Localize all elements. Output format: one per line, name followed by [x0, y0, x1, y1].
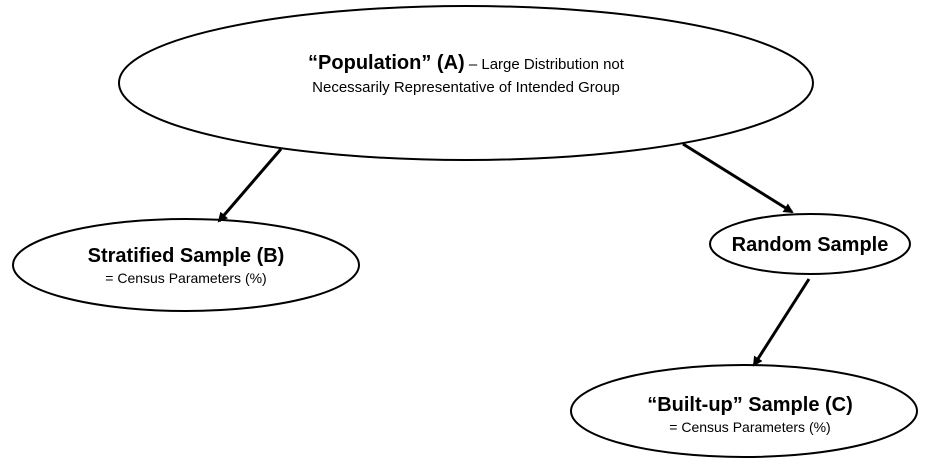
stratified-ellipse: [12, 218, 360, 312]
population-title: “Population” (A): [308, 52, 465, 74]
arrow-random-to-builtup: [752, 278, 811, 367]
population-desc-line1: – Large Distribution not: [464, 56, 624, 73]
population-ellipse: [118, 5, 814, 161]
random-ellipse: [709, 213, 911, 275]
random-label: Random Sample: [710, 232, 910, 258]
arrow-population-to-random: [682, 142, 794, 214]
arrow-population-to-stratified: [217, 148, 283, 223]
builtup-label: “Built-up” Sample (C) = Census Parameter…: [600, 392, 900, 436]
builtup-title: “Built-up” Sample (C): [647, 394, 853, 416]
stratified-title: Stratified Sample (B): [87, 245, 285, 267]
population-desc-line2: Necessarily Representative of Intended G…: [312, 79, 620, 96]
builtup-ellipse: [570, 364, 918, 458]
builtup-sub: = Census Parameters (%): [669, 419, 831, 435]
random-title: Random Sample: [731, 234, 889, 256]
population-label: “Population” (A) – Large Distribution no…: [200, 50, 732, 98]
stratified-sub: = Census Parameters (%): [105, 270, 267, 286]
stratified-label: Stratified Sample (B) = Census Parameter…: [36, 243, 336, 287]
